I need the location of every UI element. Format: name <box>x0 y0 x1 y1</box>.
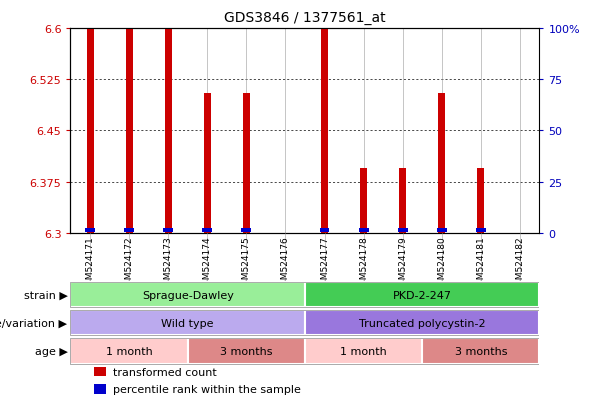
Bar <box>188 338 305 364</box>
Bar <box>319 228 329 233</box>
Text: GSM524175: GSM524175 <box>242 236 251 290</box>
Text: age ▶: age ▶ <box>34 346 67 356</box>
Bar <box>305 282 539 308</box>
Bar <box>163 228 173 233</box>
Text: GSM524177: GSM524177 <box>320 236 329 290</box>
Text: Sprague-Dawley: Sprague-Dawley <box>142 290 234 300</box>
Bar <box>359 228 368 233</box>
Text: 3 months: 3 months <box>455 346 507 356</box>
Text: Truncated polycystin-2: Truncated polycystin-2 <box>359 318 485 328</box>
Bar <box>86 29 94 233</box>
Bar <box>305 338 422 364</box>
Bar <box>202 228 212 233</box>
Text: GSM524178: GSM524178 <box>359 236 368 290</box>
Text: GSM524181: GSM524181 <box>476 236 485 290</box>
Bar <box>399 169 406 233</box>
Bar <box>321 29 328 233</box>
Text: GSM524182: GSM524182 <box>516 236 524 290</box>
Bar <box>242 228 251 233</box>
Text: GSM524173: GSM524173 <box>164 236 173 290</box>
Text: PKD-2-247: PKD-2-247 <box>393 290 452 300</box>
Text: 3 months: 3 months <box>220 346 273 356</box>
Text: GSM524176: GSM524176 <box>281 236 290 290</box>
Bar <box>438 94 445 233</box>
Bar <box>85 228 95 233</box>
Text: 1 month: 1 month <box>105 346 153 356</box>
Bar <box>437 228 447 233</box>
Bar <box>126 29 132 233</box>
Bar <box>70 338 188 364</box>
Text: GSM524174: GSM524174 <box>203 236 211 290</box>
Bar <box>165 29 172 233</box>
Bar <box>243 94 250 233</box>
Bar <box>476 228 485 233</box>
Text: percentile rank within the sample: percentile rank within the sample <box>113 384 300 394</box>
Bar <box>204 94 211 233</box>
Bar <box>70 310 305 336</box>
Text: Wild type: Wild type <box>161 318 214 328</box>
Bar <box>478 169 484 233</box>
Bar <box>360 169 367 233</box>
Text: strain ▶: strain ▶ <box>23 290 67 300</box>
Text: GSM524171: GSM524171 <box>86 236 94 290</box>
Text: transformed count: transformed count <box>113 367 216 377</box>
Bar <box>305 310 539 336</box>
Bar <box>94 367 105 376</box>
Text: GSM524180: GSM524180 <box>437 236 446 290</box>
Text: 1 month: 1 month <box>340 346 387 356</box>
Text: GSM524179: GSM524179 <box>398 236 407 290</box>
Title: GDS3846 / 1377561_at: GDS3846 / 1377561_at <box>224 11 386 25</box>
Bar <box>124 228 134 233</box>
Text: GSM524172: GSM524172 <box>124 236 134 290</box>
Text: genotype/variation ▶: genotype/variation ▶ <box>0 318 67 328</box>
Bar <box>398 228 408 233</box>
Bar <box>94 385 105 394</box>
Bar <box>422 338 539 364</box>
Bar <box>70 282 305 308</box>
